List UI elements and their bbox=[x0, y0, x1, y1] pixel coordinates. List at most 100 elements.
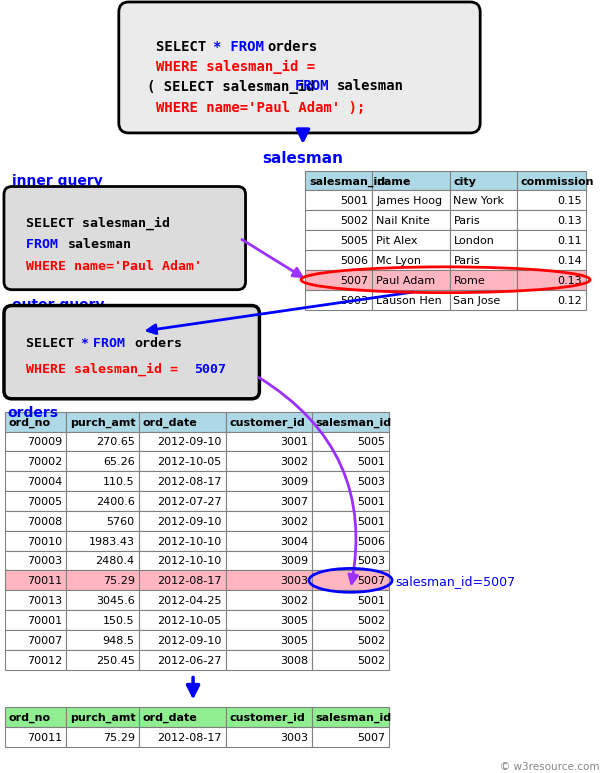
Text: 5001: 5001 bbox=[340, 196, 368, 206]
Bar bbox=[66, 630, 139, 650]
Bar bbox=[305, 270, 372, 290]
Text: 2012-08-17: 2012-08-17 bbox=[158, 733, 222, 743]
Text: Paris: Paris bbox=[454, 256, 480, 266]
Text: 110.5: 110.5 bbox=[103, 477, 135, 487]
Bar bbox=[312, 451, 389, 472]
Text: 1983.43: 1983.43 bbox=[89, 536, 135, 547]
Text: 5002: 5002 bbox=[357, 656, 385, 666]
Bar bbox=[372, 171, 449, 190]
Bar bbox=[5, 491, 66, 511]
Text: orders: orders bbox=[267, 39, 318, 53]
Text: 75.29: 75.29 bbox=[102, 577, 135, 587]
Text: 3001: 3001 bbox=[280, 438, 308, 448]
Text: 2012-10-10: 2012-10-10 bbox=[158, 536, 222, 547]
Text: 270.65: 270.65 bbox=[96, 438, 135, 448]
Bar bbox=[139, 591, 226, 610]
Text: purch_amt: purch_amt bbox=[70, 417, 136, 427]
Text: customer_id: customer_id bbox=[230, 713, 305, 724]
Text: 3004: 3004 bbox=[280, 536, 308, 547]
Text: 2012-08-17: 2012-08-17 bbox=[158, 477, 222, 487]
Bar bbox=[5, 727, 66, 747]
Text: 948.5: 948.5 bbox=[102, 636, 135, 646]
Bar bbox=[5, 472, 66, 491]
Bar bbox=[312, 550, 389, 570]
Text: 70011: 70011 bbox=[27, 733, 63, 743]
Bar bbox=[139, 707, 226, 727]
Text: 70007: 70007 bbox=[27, 636, 63, 646]
Text: 70012: 70012 bbox=[27, 656, 63, 666]
Bar bbox=[517, 230, 586, 250]
Text: FROM: FROM bbox=[93, 337, 133, 350]
Text: 2012-10-05: 2012-10-05 bbox=[158, 458, 222, 468]
Bar bbox=[312, 650, 389, 669]
Bar bbox=[66, 531, 139, 550]
Text: 0.12: 0.12 bbox=[557, 295, 582, 305]
Text: 3003: 3003 bbox=[280, 577, 308, 587]
Text: 2012-08-17: 2012-08-17 bbox=[158, 577, 222, 587]
Bar bbox=[226, 451, 312, 472]
Text: FROM: FROM bbox=[295, 80, 337, 94]
Text: London: London bbox=[454, 236, 494, 246]
Bar bbox=[226, 610, 312, 630]
Bar bbox=[226, 550, 312, 570]
Bar bbox=[139, 491, 226, 511]
Bar bbox=[517, 250, 586, 270]
Bar bbox=[66, 650, 139, 669]
Text: 3009: 3009 bbox=[280, 477, 308, 487]
Bar bbox=[66, 451, 139, 472]
Bar bbox=[312, 431, 389, 451]
Text: 2012-04-25: 2012-04-25 bbox=[158, 596, 222, 606]
Bar bbox=[5, 610, 66, 630]
Text: 5002: 5002 bbox=[357, 616, 385, 626]
Text: 3002: 3002 bbox=[280, 458, 308, 468]
Text: San Jose: San Jose bbox=[454, 295, 501, 305]
Text: salesman_id: salesman_id bbox=[316, 713, 392, 724]
Text: 5007: 5007 bbox=[194, 363, 226, 376]
Bar bbox=[66, 570, 139, 591]
Text: 3009: 3009 bbox=[280, 557, 308, 567]
Bar bbox=[5, 431, 66, 451]
Bar bbox=[449, 290, 517, 309]
Bar bbox=[312, 472, 389, 491]
Text: *: * bbox=[81, 337, 97, 350]
Text: 0.13: 0.13 bbox=[558, 276, 582, 286]
Bar bbox=[312, 610, 389, 630]
FancyBboxPatch shape bbox=[119, 2, 480, 133]
Text: 2012-06-27: 2012-06-27 bbox=[158, 656, 222, 666]
Bar bbox=[139, 451, 226, 472]
Text: 5002: 5002 bbox=[357, 636, 385, 646]
Bar bbox=[139, 630, 226, 650]
Text: *: * bbox=[212, 39, 220, 53]
Text: 0.15: 0.15 bbox=[558, 196, 582, 206]
Text: customer_id: customer_id bbox=[230, 417, 305, 427]
Text: Lauson Hen: Lauson Hen bbox=[376, 295, 442, 305]
Text: 5005: 5005 bbox=[357, 438, 385, 448]
Text: 70005: 70005 bbox=[27, 497, 63, 507]
Text: salesman: salesman bbox=[337, 80, 403, 94]
Bar bbox=[449, 210, 517, 230]
Bar bbox=[226, 591, 312, 610]
Text: ord_date: ord_date bbox=[143, 417, 197, 427]
Text: 3005: 3005 bbox=[280, 616, 308, 626]
Text: 70001: 70001 bbox=[27, 616, 63, 626]
Bar bbox=[372, 270, 449, 290]
Text: SELECT salesman_id: SELECT salesman_id bbox=[26, 216, 170, 230]
Text: New York: New York bbox=[454, 196, 504, 206]
Text: 75.29: 75.29 bbox=[102, 733, 135, 743]
Text: 3008: 3008 bbox=[280, 656, 308, 666]
Text: salesman_id: salesman_id bbox=[309, 176, 385, 186]
Bar bbox=[312, 511, 389, 531]
Text: WHERE name='Paul Adam': WHERE name='Paul Adam' bbox=[26, 260, 202, 273]
Bar bbox=[372, 250, 449, 270]
Text: 5005: 5005 bbox=[340, 236, 368, 246]
Bar bbox=[139, 511, 226, 531]
Text: 5002: 5002 bbox=[340, 216, 368, 226]
Bar bbox=[226, 511, 312, 531]
Bar bbox=[66, 491, 139, 511]
Bar bbox=[226, 630, 312, 650]
Bar bbox=[139, 472, 226, 491]
Text: 3005: 3005 bbox=[280, 636, 308, 646]
Bar bbox=[5, 511, 66, 531]
Bar bbox=[5, 451, 66, 472]
Bar bbox=[226, 531, 312, 550]
